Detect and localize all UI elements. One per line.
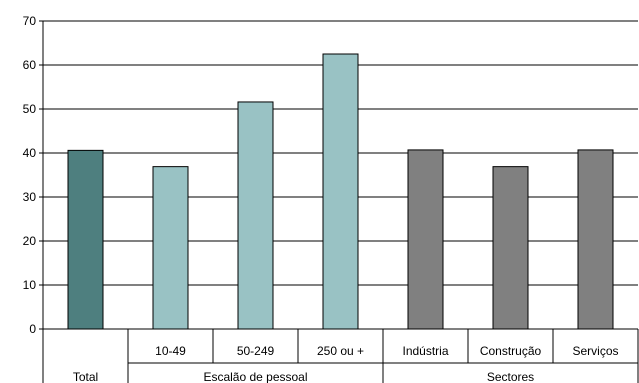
y-tick-label: 30 xyxy=(23,190,37,204)
bar-50-249 xyxy=(237,101,274,330)
axes xyxy=(42,21,638,330)
y-tick-label: 50 xyxy=(23,102,37,116)
x-axis-categories: 10-49 50-249 250 ou + Indústria Construção Se… xyxy=(42,329,639,383)
y-tick-label: 10 xyxy=(23,278,37,292)
x-group-label: Total xyxy=(73,370,98,383)
y-tick-label: 60 xyxy=(23,58,37,72)
x-category-label: 50-249 xyxy=(237,344,275,358)
x-category-label: Indústria xyxy=(402,344,448,358)
y-tick-label: 0 xyxy=(29,322,36,336)
bar-250-ou- xyxy=(322,53,359,330)
x-group-label: Escalão de pessoal xyxy=(203,370,307,383)
bar-servi-os xyxy=(577,149,614,330)
y-axis-ticks: 0 10 20 30 40 50 60 70 xyxy=(23,14,43,336)
x-group-label: Sectores xyxy=(487,370,534,383)
bars xyxy=(67,53,614,330)
bar-ind-stria xyxy=(407,149,444,330)
x-category-label: Construção xyxy=(480,344,542,358)
x-category-label: 10-49 xyxy=(155,344,186,358)
x-axis-groups: Total Escalão de pessoal Sectores xyxy=(73,362,638,383)
bar-total xyxy=(67,149,104,330)
y-tick-label: 70 xyxy=(23,14,37,28)
x-category-label: Serviços xyxy=(572,344,618,358)
x-category-label: 250 ou + xyxy=(317,344,364,358)
bar-constru-o xyxy=(492,166,529,330)
bar-10-49 xyxy=(152,166,189,330)
y-tick-label: 40 xyxy=(23,146,37,160)
y-tick-label: 20 xyxy=(23,234,37,248)
